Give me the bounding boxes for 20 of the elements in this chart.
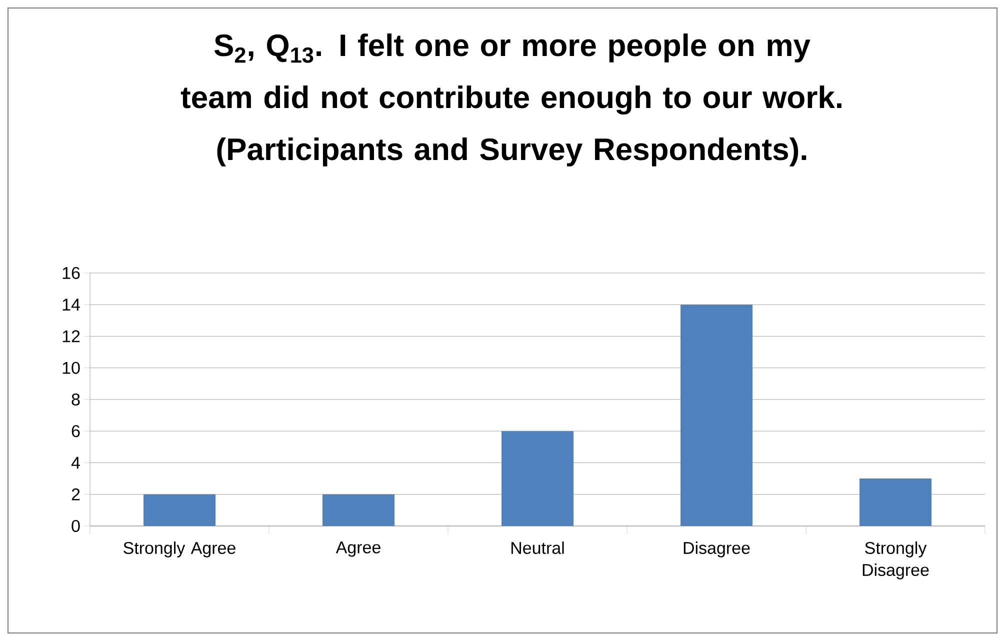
bar [502,431,574,526]
bar [144,494,216,526]
x-tick-label: Disagree [684,542,750,558]
y-tick-label: 6 [72,425,80,438]
chart-title: S$_{2}$, Q$_{13}$. I felt one or more people on my team did not contribute enough to our work. (Participants and Survey Respondents). [180,34,842,166]
y-tick-label: 8 [72,393,80,406]
y-tick-label: 10 [62,362,80,374]
y-tick-label: 12 [62,330,80,342]
bar [680,304,753,526]
bar [860,478,932,526]
x-tick-label: Neutral [512,542,564,554]
x-tick-label: Strongly Disagree [862,542,929,580]
y-tick-label: 0 [72,520,80,532]
y-tick-label: 4 [71,456,80,469]
x-tick-label: Agree [336,542,380,557]
y-tick-label: 14 [62,298,80,310]
y-tick-label: 16 [62,266,80,280]
y-tick-label: 2 [72,488,80,500]
x-tick-label: Strongly Agree [124,542,236,558]
bar [322,494,395,526]
